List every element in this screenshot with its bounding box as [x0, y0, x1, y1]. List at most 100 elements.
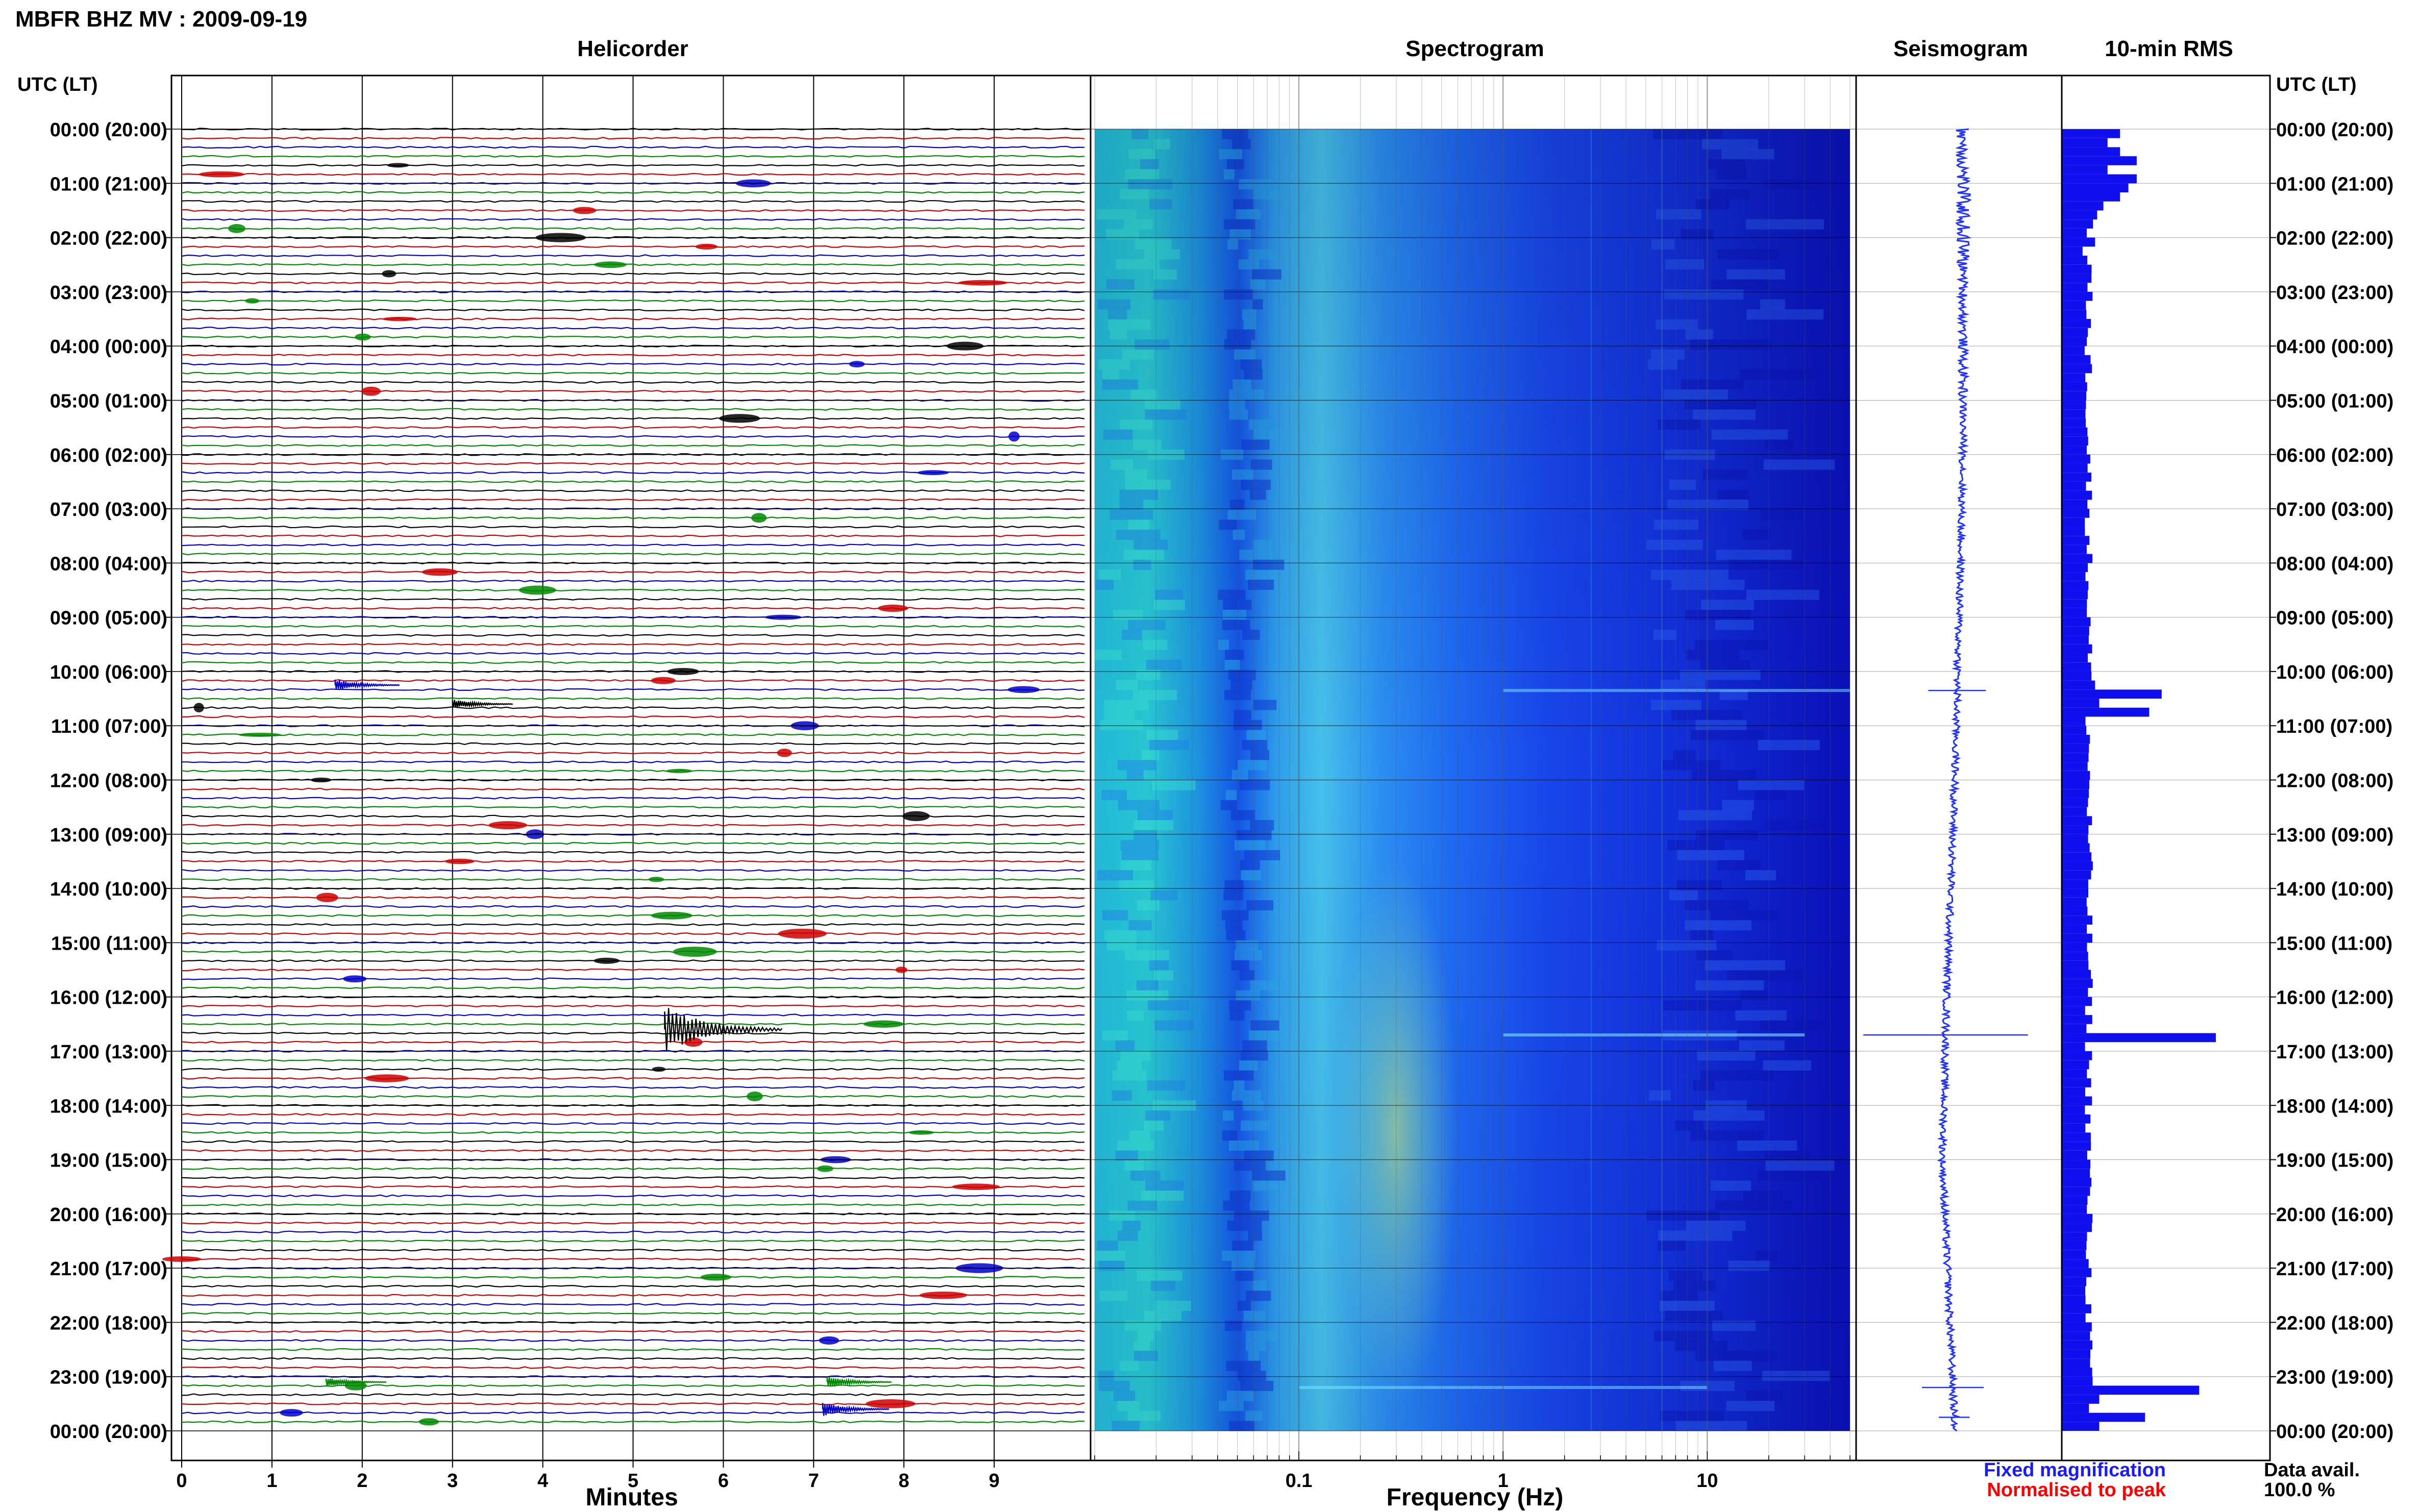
helicorder-trace: [181, 580, 1085, 583]
spectrogram-x-tick-label: 1: [1498, 1470, 1509, 1492]
rms-bar: [2062, 789, 2089, 798]
rms-bar: [2062, 1024, 2087, 1033]
rms-bar: [2062, 544, 2087, 554]
helicorder-trace: [181, 1276, 1085, 1279]
helicorder-trace: [181, 1031, 1085, 1035]
time-tick-label-right: 17:00 (13:00): [2276, 1042, 2393, 1063]
rms-bar: [2062, 608, 2087, 617]
rms-bar: [2062, 1123, 2086, 1133]
time-tick-label-right: 14:00 (10:00): [2276, 879, 2393, 900]
rms-bar: [2062, 671, 2092, 681]
helicorder-trace: [181, 354, 1085, 357]
rms-bar: [2062, 436, 2088, 446]
helicorder-trace: [181, 1095, 1085, 1098]
rms-title: 10-min RMS: [2105, 36, 2233, 61]
time-tick-label-right: 15:00 (11:00): [2276, 933, 2392, 954]
rms-bar: [2062, 400, 2086, 410]
helicorder-trace: [182, 715, 1085, 718]
rms-bar: [2062, 192, 2120, 202]
figure-title: MBFR BHZ MV : 2009-09-19: [15, 7, 307, 32]
rms-bar: [2062, 1340, 2093, 1350]
rms-bar: [2062, 915, 2093, 925]
helicorder-trace: [181, 1185, 1085, 1188]
rms-bar: [2062, 970, 2091, 979]
time-tick-label-left: 09:00 (05:00): [50, 608, 167, 629]
helicorder-small-event: [382, 316, 417, 321]
rms-bar: [2062, 1367, 2092, 1377]
rms-bar: [2062, 581, 2089, 590]
rms-bar: [2062, 1422, 2100, 1431]
helicorder-small-event: [917, 470, 949, 476]
rms-bar: [2062, 463, 2088, 473]
time-tick-label-right: 21:00 (17:00): [2276, 1258, 2393, 1280]
rms-bar: [2062, 473, 2092, 482]
helicorder-trace: [181, 1348, 1085, 1351]
helicorder-x-tick-label: 0: [176, 1470, 187, 1492]
rms-bar: [2062, 445, 2087, 455]
helicorder-trace: [181, 1086, 1085, 1089]
time-tick-label-left: 18:00 (14:00): [50, 1096, 167, 1117]
helicorder-trace: [181, 1248, 1085, 1252]
helicorder-small-event: [819, 1336, 840, 1345]
time-tick-label-right: 19:00 (15:00): [2276, 1150, 2393, 1172]
spectrogram-title: Spectrogram: [1405, 36, 1544, 61]
rms-bar: [2062, 798, 2088, 807]
helicorder-trace: [181, 543, 1085, 547]
rms-bar: [2062, 1403, 2089, 1413]
time-tick-label-left: 19:00 (15:00): [50, 1150, 167, 1172]
rms-bar: [2062, 1268, 2092, 1277]
helicorder-trace: [181, 1375, 1085, 1378]
seismogram-panel: [1855, 75, 2063, 1461]
time-tick-label-left: 00:00 (20:00): [50, 119, 167, 141]
helicorder-trace: [181, 878, 1085, 881]
helicorder-small-event: [387, 163, 409, 168]
rms-bar: [2062, 680, 2095, 690]
rms-bar: [2062, 391, 2087, 401]
helicorder-small-event: [162, 1256, 202, 1262]
rms-bar: [2062, 536, 2090, 545]
rms-bar: [2062, 1277, 2087, 1286]
helicorder-small-event: [651, 911, 693, 920]
seismogram-title: Seismogram: [1893, 36, 2028, 61]
helicorder-trace: [181, 1384, 1085, 1387]
rms-bar: [2062, 319, 2091, 328]
rms-bar: [2062, 807, 2087, 816]
helicorder-trace: [181, 588, 1085, 592]
helicorder-trace: [181, 1221, 1085, 1225]
rms-bar: [2062, 328, 2088, 337]
rms-bar: [2062, 1349, 2091, 1359]
helicorder-small-event: [361, 386, 381, 396]
helicorder-small-event: [747, 1091, 763, 1102]
rms-bar: [2062, 590, 2088, 600]
helicorder-small-event: [488, 821, 527, 830]
helicorder-small-event: [778, 928, 827, 939]
helicorder-trace: [181, 209, 1085, 212]
helicorder-small-event: [316, 893, 338, 903]
helicorder-trace: [181, 1420, 1085, 1424]
rms-bar: [2062, 165, 2108, 175]
time-tick-label-right: 11:00 (07:00): [2276, 716, 2392, 737]
time-tick-label-right: 03:00 (23:00): [2276, 282, 2393, 304]
helicorder-trace: [181, 679, 1085, 682]
helicorder-x-tick-label: 7: [808, 1470, 819, 1492]
helicorder-small-event: [355, 333, 371, 341]
helicorder-trace: [181, 200, 1085, 203]
rms-bar: [2062, 1331, 2090, 1341]
helicorder-trace: [181, 1203, 1085, 1206]
helicorder-xlabel: Minutes: [585, 1484, 678, 1511]
rms-bar: [2062, 1051, 2092, 1060]
spectrogram-event-band: [1503, 1033, 1805, 1037]
time-tick-label-right: 20:00 (16:00): [2276, 1204, 2393, 1226]
helicorder-event: [334, 679, 400, 690]
rms-bar: [2062, 572, 2086, 581]
time-tick-label-left: 10:00 (06:00): [50, 662, 167, 683]
time-axis: 00:00 (20:00) 00:00 (20:00) 01:00 (21:00) 0…: [50, 119, 2394, 1443]
rms-bar: [2062, 310, 2087, 319]
rms-bar: [2062, 490, 2092, 500]
helicorder-small-event: [651, 677, 676, 684]
rms-bar: [2062, 1395, 2100, 1404]
rms-bar: [2062, 1132, 2091, 1142]
rms-bar: [2062, 924, 2087, 934]
rms-bar: [2062, 689, 2162, 699]
helicorder-trace: [181, 941, 1085, 945]
